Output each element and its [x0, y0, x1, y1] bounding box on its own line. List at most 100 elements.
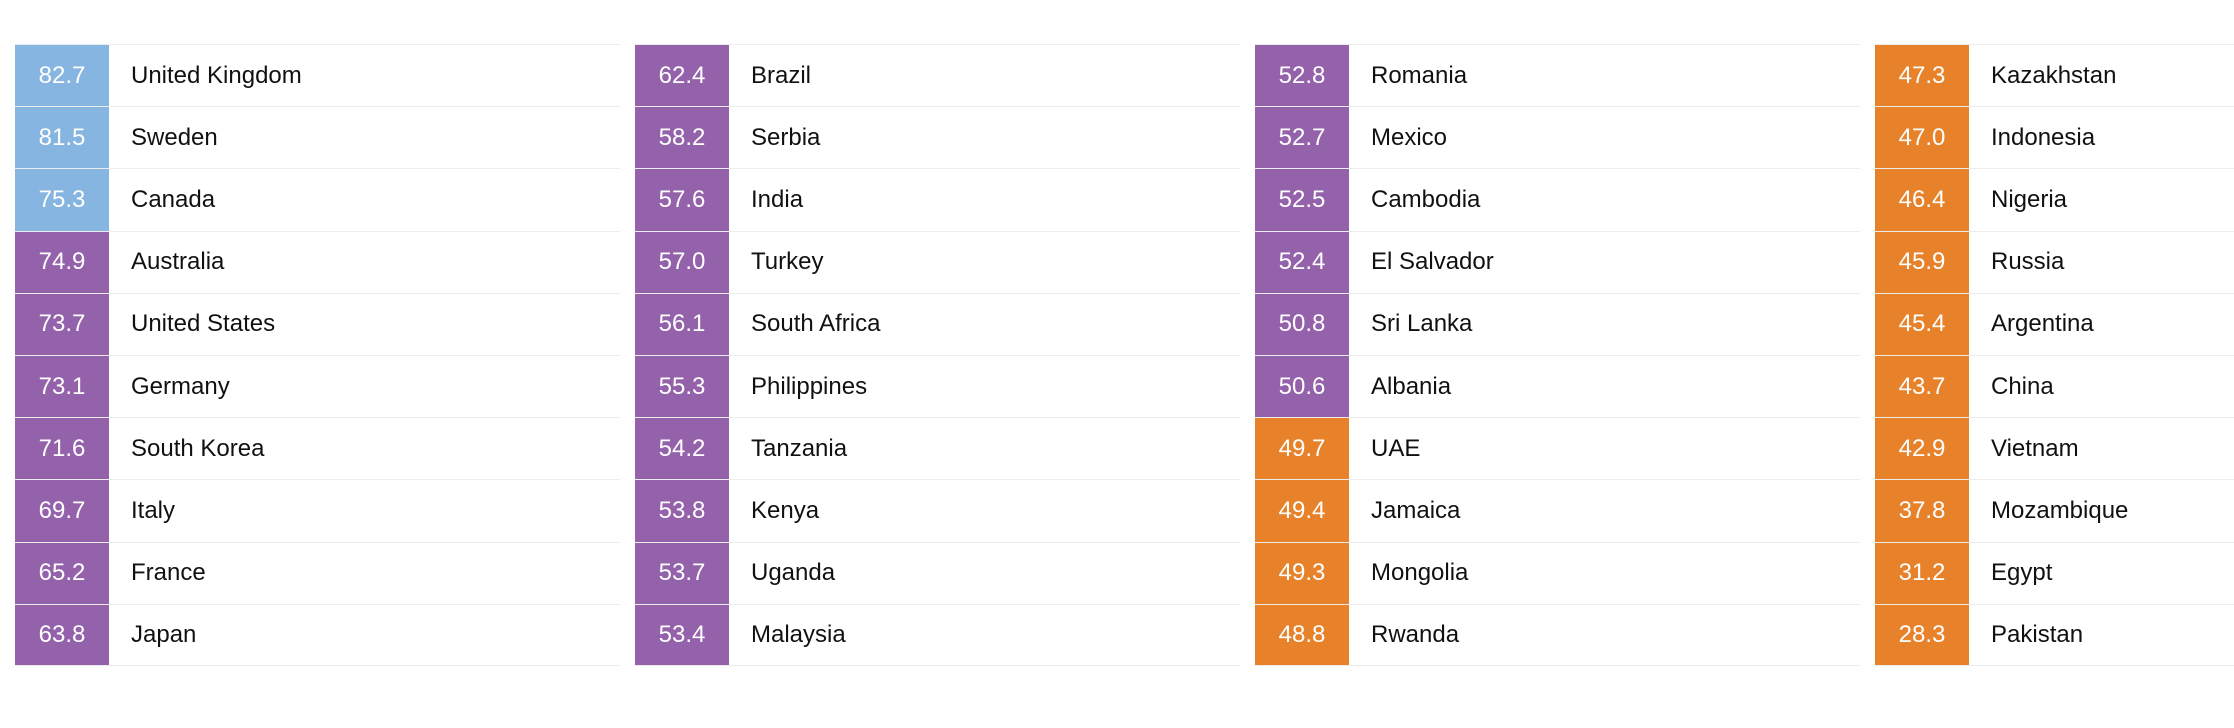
table-row: 75.3 Canada: [15, 168, 620, 231]
table-row: 63.8 Japan: [15, 603, 620, 666]
score-badge: 75.3: [15, 169, 109, 231]
score-badge: 52.4: [1255, 231, 1349, 293]
table-row: 65.2 France: [15, 541, 620, 604]
table-row: 46.4 Nigeria: [1875, 168, 2234, 231]
table-row: 81.5 Sweden: [15, 106, 620, 169]
score-badge: 42.9: [1875, 418, 1969, 480]
score-badge: 52.5: [1255, 169, 1349, 231]
ranking-column-4: 47.3 Kazakhstan 47.0 Indonesia 46.4 Nigeria 45…: [1875, 44, 2234, 666]
table-row: 52.8 Romania: [1255, 44, 1860, 107]
table-row: 69.7 Italy: [15, 479, 620, 542]
table-row: 82.7 United Kingdom: [15, 44, 620, 107]
score-badge: 50.8: [1255, 293, 1349, 355]
table-row: 56.1 South Africa: [635, 292, 1240, 355]
score-badge: 53.8: [635, 480, 729, 542]
table-row: 57.6 India: [635, 168, 1240, 231]
table-row: 73.7 United States: [15, 292, 620, 355]
country-label: Mexico: [1371, 123, 1448, 151]
score-badge: 48.8: [1255, 604, 1349, 665]
country-label: Malaysia: [751, 620, 846, 648]
country-label: Cambodia: [1371, 185, 1481, 213]
score-badge: 46.4: [1875, 169, 1969, 231]
country-label: Jamaica: [1371, 496, 1461, 524]
score-badge: 53.4: [635, 604, 729, 665]
country-label: Rwanda: [1371, 620, 1460, 648]
score-badge: 62.4: [635, 45, 729, 107]
table-row: 47.3 Kazakhstan: [1875, 44, 2234, 107]
country-label: Vietnam: [1991, 434, 2079, 462]
score-badge: 74.9: [15, 231, 109, 293]
score-badge: 55.3: [635, 355, 729, 418]
country-label: Russia: [1991, 248, 2065, 276]
table-row: 50.8 Sri Lanka: [1255, 292, 1860, 355]
score-badge: 81.5: [15, 107, 109, 169]
score-badge: 49.7: [1255, 418, 1349, 480]
table-row: 50.6 Albania: [1255, 354, 1860, 418]
country-label: South Africa: [751, 310, 881, 338]
country-label: United Kingdom: [131, 61, 302, 89]
score-badge: 57.0: [635, 231, 729, 293]
score-badge: 52.7: [1255, 107, 1349, 169]
score-badge: 69.7: [15, 480, 109, 542]
country-label: El Salvador: [1371, 248, 1494, 276]
ranking-column-2: 62.4 Brazil 58.2 Serbia 57.6 India 57.0 Turkey 5…: [635, 44, 1240, 666]
score-badge: 73.1: [15, 355, 109, 418]
country-label: Albania: [1371, 372, 1452, 400]
country-label: Japan: [131, 620, 197, 648]
country-label: Uganda: [751, 559, 836, 587]
country-label: Mongolia: [1371, 559, 1469, 587]
table-row: 37.8 Mozambique: [1875, 479, 2234, 542]
country-label: Egypt: [1991, 559, 2053, 587]
table-row: 71.6 South Korea: [15, 417, 620, 480]
country-label: Sweden: [131, 123, 218, 151]
score-badge: 50.6: [1255, 355, 1349, 418]
score-badge: 49.3: [1255, 542, 1349, 604]
table-row: 47.0 Indonesia: [1875, 106, 2234, 169]
country-label: Tanzania: [751, 434, 848, 462]
score-badge: 45.4: [1875, 293, 1969, 355]
table-row: 49.3 Mongolia: [1255, 541, 1860, 604]
country-label: United States: [131, 310, 276, 338]
country-label: China: [1991, 372, 2054, 400]
score-badge: 71.6: [15, 418, 109, 480]
score-badge: 58.2: [635, 107, 729, 169]
table-row: 31.2 Egypt: [1875, 541, 2234, 604]
score-badge: 57.6: [635, 169, 729, 231]
table-row: 48.8 Rwanda: [1255, 603, 1860, 666]
country-label: India: [751, 185, 804, 213]
score-badge: 47.0: [1875, 107, 1969, 169]
table-row: 42.9 Vietnam: [1875, 417, 2234, 480]
country-label: Kazakhstan: [1991, 61, 2117, 89]
table-row: 57.0 Turkey: [635, 230, 1240, 293]
country-label: Philippines: [751, 372, 868, 400]
score-badge: 47.3: [1875, 45, 1969, 107]
table-row: 55.3 Philippines: [635, 354, 1240, 418]
score-badge: 31.2: [1875, 542, 1969, 604]
score-badge: 43.7: [1875, 355, 1969, 418]
country-label: Brazil: [751, 61, 812, 89]
table-row: 54.2 Tanzania: [635, 417, 1240, 480]
ranking-column-1: 82.7 United Kingdom 81.5 Sweden 75.3 Canada 74…: [15, 44, 620, 666]
country-label: Romania: [1371, 61, 1468, 89]
score-badge: 73.7: [15, 293, 109, 355]
table-row: 43.7 China: [1875, 354, 2234, 418]
country-label: Pakistan: [1991, 620, 2084, 648]
country-label: Argentina: [1991, 310, 2094, 338]
country-label: Germany: [131, 372, 230, 400]
score-badge: 45.9: [1875, 231, 1969, 293]
country-label: Serbia: [751, 123, 821, 151]
table-row: 74.9 Australia: [15, 230, 620, 293]
score-badge: 63.8: [15, 604, 109, 665]
score-badge: 52.8: [1255, 45, 1349, 107]
country-label: Italy: [131, 496, 176, 524]
score-badge: 54.2: [635, 418, 729, 480]
table-row: 52.4 El Salvador: [1255, 230, 1860, 293]
country-label: Sri Lanka: [1371, 310, 1473, 338]
country-label: Nigeria: [1991, 185, 2068, 213]
table-row: 52.7 Mexico: [1255, 106, 1860, 169]
score-badge: 49.4: [1255, 480, 1349, 542]
country-label: UAE: [1371, 434, 1421, 462]
country-label: South Korea: [131, 434, 265, 462]
table-row: 45.9 Russia: [1875, 230, 2234, 293]
table-row: 52.5 Cambodia: [1255, 168, 1860, 231]
